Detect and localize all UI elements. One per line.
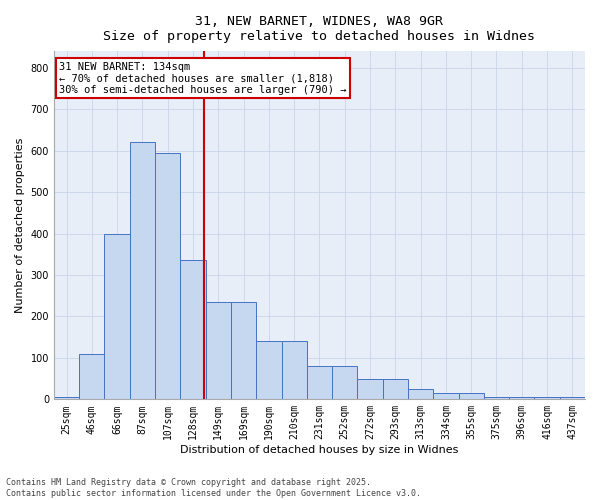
Bar (332, 366, 358, 400)
Bar (358, 378, 383, 400)
Bar (281, 342, 307, 400)
Bar (383, 378, 408, 400)
Title: 31, NEW BARNET, WIDNES, WA8 9GR
Size of property relative to detached houses in : 31, NEW BARNET, WIDNES, WA8 9GR Size of … (103, 15, 535, 43)
Bar (155, 152, 181, 400)
Text: 31 NEW BARNET: 134sqm
← 70% of detached houses are smaller (1,818)
30% of semi-d: 31 NEW BARNET: 134sqm ← 70% of detached … (59, 62, 347, 95)
Bar (307, 366, 332, 400)
Bar (560, 398, 585, 400)
Bar (206, 302, 231, 400)
X-axis label: Distribution of detached houses by size in Widnes: Distribution of detached houses by size … (180, 445, 458, 455)
Text: Contains HM Land Registry data © Crown copyright and database right 2025.
Contai: Contains HM Land Registry data © Crown c… (6, 478, 421, 498)
Bar (484, 398, 509, 400)
Bar (79, 354, 104, 400)
Y-axis label: Number of detached properties: Number of detached properties (15, 138, 25, 313)
Bar (104, 234, 130, 400)
Bar (231, 302, 256, 400)
Bar (130, 142, 155, 400)
Bar (181, 260, 206, 400)
Bar (458, 393, 484, 400)
Bar (256, 342, 281, 400)
Bar (535, 398, 560, 400)
Bar (408, 389, 433, 400)
Bar (54, 398, 79, 400)
Bar (433, 393, 458, 400)
Bar (509, 398, 535, 400)
